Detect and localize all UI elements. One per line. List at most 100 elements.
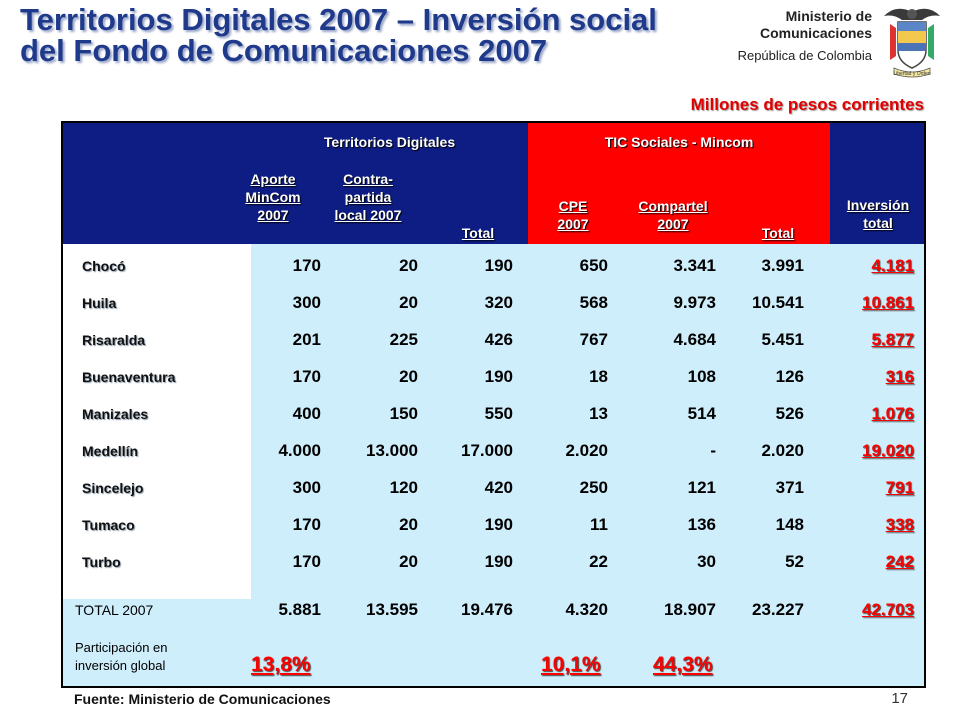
cell-aporte: 4.000 <box>278 441 321 460</box>
cell-compartel: 30 <box>697 552 716 571</box>
cell-contra: 20 <box>399 293 418 312</box>
page-number: 17 <box>891 690 908 707</box>
cell-total2: 5.451 <box>761 330 804 349</box>
cell-cpe: 250 <box>579 478 608 497</box>
cell-cpe: 650 <box>579 256 608 275</box>
cell-aporte: 170 <box>292 552 321 571</box>
row-label: Chocó <box>82 258 126 274</box>
cell-compartel: - <box>710 441 716 460</box>
cell-total1: 426 <box>484 330 513 349</box>
col-header-compartel: Compartel 2007 <box>638 198 708 232</box>
row-label: Huila <box>82 295 117 311</box>
cell-cpe: 767 <box>579 330 608 349</box>
units-note: Millones de pesos corrientes <box>690 95 924 114</box>
ministry-header: Ministerio de Comunicaciones República d… <box>652 8 872 65</box>
cell-total2: 2.020 <box>761 441 804 460</box>
col-header-contrapartida: Contra- partida local 2007 <box>334 171 402 223</box>
row-label: Sincelejo <box>82 480 144 496</box>
header-block-inversion <box>830 123 924 244</box>
cell-aporte: 170 <box>292 515 321 534</box>
group-header-tic: TIC Sociales - Mincom <box>604 134 754 150</box>
cell-cpe: 13 <box>589 404 608 423</box>
cell-inversion: 791 <box>885 478 914 497</box>
participation-cpe: 10,1% <box>541 653 601 676</box>
source-note: Fuente: Ministerio de Comunicaciones <box>74 691 331 707</box>
cell-inversion: 19.020 <box>862 441 914 460</box>
col-header-cpe: CPE 2007 <box>557 198 589 232</box>
cell-compartel: 4.684 <box>673 330 716 349</box>
cell-total1: 190 <box>484 552 513 571</box>
total-cpe: 4.320 <box>565 600 608 619</box>
cell-total2: 371 <box>775 478 804 497</box>
cell-compartel: 108 <box>687 367 716 386</box>
cell-total1: 190 <box>484 515 513 534</box>
cell-total2: 148 <box>775 515 804 534</box>
row-label: Buenaventura <box>82 369 176 385</box>
cell-compartel: 121 <box>687 478 716 497</box>
cell-total1: 320 <box>484 293 513 312</box>
cell-aporte: 170 <box>292 256 321 275</box>
cell-inversion: 5.877 <box>871 330 914 349</box>
cell-total2: 10.541 <box>752 293 804 312</box>
cell-cpe: 2.020 <box>565 441 608 460</box>
total-territorios: 19.476 <box>461 600 513 619</box>
group-header-territorios: Territorios Digitales <box>323 134 456 150</box>
participation-territorios: 13,8% <box>251 653 311 676</box>
cell-contra: 13.000 <box>366 441 418 460</box>
participation-label: Participación en inversión global <box>75 640 168 673</box>
participation-compartel: 44,3% <box>653 653 713 676</box>
header-block-territorios <box>63 123 528 244</box>
total-aporte: 5.881 <box>278 600 321 619</box>
cell-inversion: 1.076 <box>871 404 914 423</box>
total-tic: 23.227 <box>752 600 804 619</box>
cell-total1: 550 <box>484 404 513 423</box>
cell-cpe: 11 <box>590 515 608 534</box>
row-label: Risaralda <box>82 332 146 348</box>
cell-total1: 420 <box>484 478 513 497</box>
cell-total1: 190 <box>484 367 513 386</box>
total-row-label: TOTAL 2007 <box>75 602 154 618</box>
slide-title-line1: Territorios Digitales 2007 – Inversión s… <box>20 2 657 37</box>
col-header-aporte: Aporte MinCom 2007 <box>245 171 301 223</box>
ministry-name-line2: Comunicaciones <box>759 25 872 41</box>
cell-contra: 150 <box>389 404 418 423</box>
cell-compartel: 9.973 <box>673 293 716 312</box>
cell-total2: 52 <box>785 552 804 571</box>
row-label: Turbo <box>82 554 121 570</box>
cell-inversion: 338 <box>885 515 914 534</box>
cell-total2: 3.991 <box>761 256 804 275</box>
row-label: Manizales <box>82 406 149 422</box>
cell-aporte: 300 <box>292 478 321 497</box>
cell-total2: 526 <box>775 404 804 423</box>
cell-total1: 17.000 <box>461 441 513 460</box>
cell-contra: 225 <box>389 330 418 349</box>
cell-inversion: 242 <box>885 552 914 571</box>
col-header-total2: Total <box>761 225 795 241</box>
cell-contra: 20 <box>399 367 418 386</box>
cell-inversion: 10.861 <box>862 293 914 312</box>
row-label-column <box>63 244 251 599</box>
cell-aporte: 201 <box>292 330 321 349</box>
cell-aporte: 300 <box>292 293 321 312</box>
row-label: Medellín <box>82 443 139 459</box>
cell-cpe: 568 <box>579 293 608 312</box>
total-compartel: 18.907 <box>664 600 716 619</box>
col-header-inversion: Inversión total <box>846 197 910 231</box>
cell-contra: 20 <box>399 552 418 571</box>
cell-total2: 126 <box>775 367 804 386</box>
cell-total1: 190 <box>484 256 513 275</box>
row-label: Tumaco <box>82 517 135 533</box>
cell-compartel: 3.341 <box>673 256 716 275</box>
country-name: República de Colombia <box>737 48 872 63</box>
cell-contra: 20 <box>399 256 418 275</box>
ministry-name-line1: Ministerio de <box>785 8 872 24</box>
seal-motto: Libertad y Orden <box>893 71 930 77</box>
cell-compartel: 136 <box>687 515 716 534</box>
cell-cpe: 18 <box>589 367 608 386</box>
cell-cpe: 22 <box>589 552 608 571</box>
cell-aporte: 170 <box>292 367 321 386</box>
coat-of-arms-icon: Libertad y Orden <box>884 8 940 78</box>
slide-title: Territorios Digitales 2007 – Inversión s… <box>20 4 680 66</box>
cell-inversion: 4.181 <box>871 256 914 275</box>
slide-title-line2: del Fondo de Comunicaciones 2007 <box>20 33 548 68</box>
